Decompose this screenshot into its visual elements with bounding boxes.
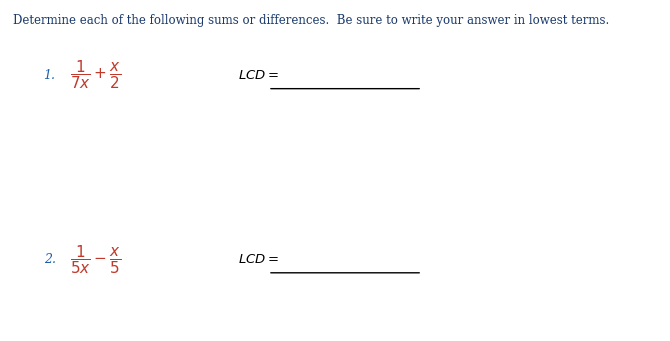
Text: $LCD = $: $LCD = $ bbox=[238, 69, 279, 81]
Text: Determine each of the following sums or differences.  Be sure to write your answ: Determine each of the following sums or … bbox=[13, 14, 610, 27]
Text: $\dfrac{1}{7x}+\dfrac{x}{2}$: $\dfrac{1}{7x}+\dfrac{x}{2}$ bbox=[70, 59, 121, 91]
Text: $LCD = $: $LCD = $ bbox=[238, 253, 279, 266]
Text: $\dfrac{1}{5x}-\dfrac{x}{5}$: $\dfrac{1}{5x}-\dfrac{x}{5}$ bbox=[70, 243, 121, 276]
Text: 2.: 2. bbox=[44, 253, 56, 266]
Text: 1.: 1. bbox=[44, 69, 56, 81]
